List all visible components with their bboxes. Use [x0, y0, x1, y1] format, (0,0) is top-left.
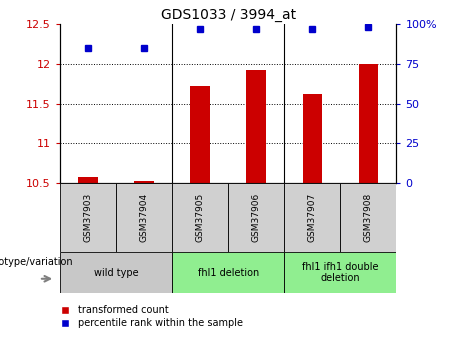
Bar	[60, 183, 116, 252]
Text: GSM37904: GSM37904	[140, 193, 148, 242]
Bar	[247, 70, 266, 183]
Text: GSM37907: GSM37907	[308, 193, 317, 242]
Text: GSM37908: GSM37908	[364, 193, 373, 242]
Text: wild type: wild type	[94, 268, 138, 277]
Bar	[228, 183, 284, 252]
Bar	[284, 252, 396, 293]
Bar	[172, 183, 228, 252]
Title: GDS1033 / 3994_at: GDS1033 / 3994_at	[160, 8, 296, 22]
Text: fhl1 deletion: fhl1 deletion	[198, 268, 259, 277]
Text: GSM37905: GSM37905	[195, 193, 205, 242]
Text: fhl1 ifh1 double
deletion: fhl1 ifh1 double deletion	[302, 262, 378, 283]
Bar	[60, 252, 172, 293]
Bar	[284, 183, 340, 252]
Text: genotype/variation: genotype/variation	[0, 257, 73, 267]
Legend: transformed count, percentile rank within the sample: transformed count, percentile rank withi…	[51, 302, 247, 332]
Bar	[134, 181, 154, 183]
Bar	[359, 64, 378, 183]
Bar	[340, 183, 396, 252]
Bar	[78, 177, 98, 183]
Bar	[116, 183, 172, 252]
Text: GSM37906: GSM37906	[252, 193, 261, 242]
Bar	[302, 94, 322, 183]
Text: GSM37903: GSM37903	[83, 193, 93, 242]
Bar	[172, 252, 284, 293]
Bar	[190, 86, 210, 183]
